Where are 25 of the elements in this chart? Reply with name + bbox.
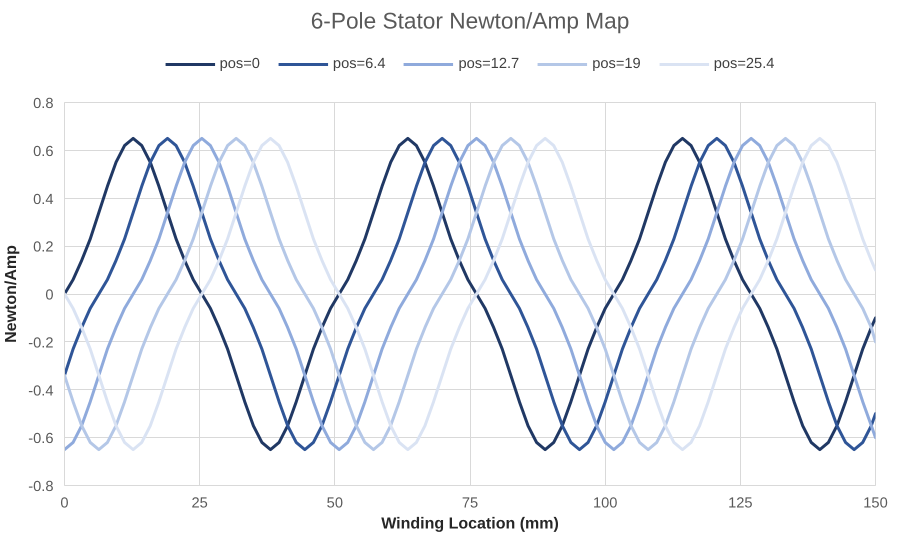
y-tick-label: 0.8: [33, 96, 54, 112]
x-tick-label: 100: [592, 496, 618, 512]
x-axis-title: Winding Location (mm): [381, 516, 559, 532]
legend-label: pos=6.4: [332, 56, 386, 72]
legend-label: pos=25.4: [714, 56, 774, 72]
y-tick-label: -0.6: [28, 431, 54, 448]
x-tick-label: 0: [60, 496, 69, 512]
x-tick-label: 125: [728, 496, 753, 512]
x-tick-label: 75: [462, 496, 478, 512]
y-tick-label: 0.4: [33, 192, 54, 208]
y-tick-label: 0.2: [33, 240, 54, 256]
y-axis-title: Newton/Amp: [3, 244, 20, 343]
x-tick-label: 50: [326, 496, 343, 512]
legend-label: pos=19: [592, 56, 641, 72]
legend-label: pos=12.7: [458, 56, 520, 72]
legend-label: pos=0: [220, 56, 260, 72]
y-tick-label: 0.6: [33, 144, 54, 160]
x-tick-label: 25: [192, 496, 208, 512]
y-tick-label: -0.8: [28, 479, 54, 495]
line-series: [64, 136, 876, 452]
y-tick-label: -0.4: [28, 383, 54, 400]
y-tick-label: 0: [45, 288, 54, 304]
y-tick-label: -0.2: [28, 335, 54, 352]
chart-title: 6-Pole Stator Newton/Amp Map: [310, 8, 630, 34]
x-tick-label: 150: [863, 496, 888, 512]
